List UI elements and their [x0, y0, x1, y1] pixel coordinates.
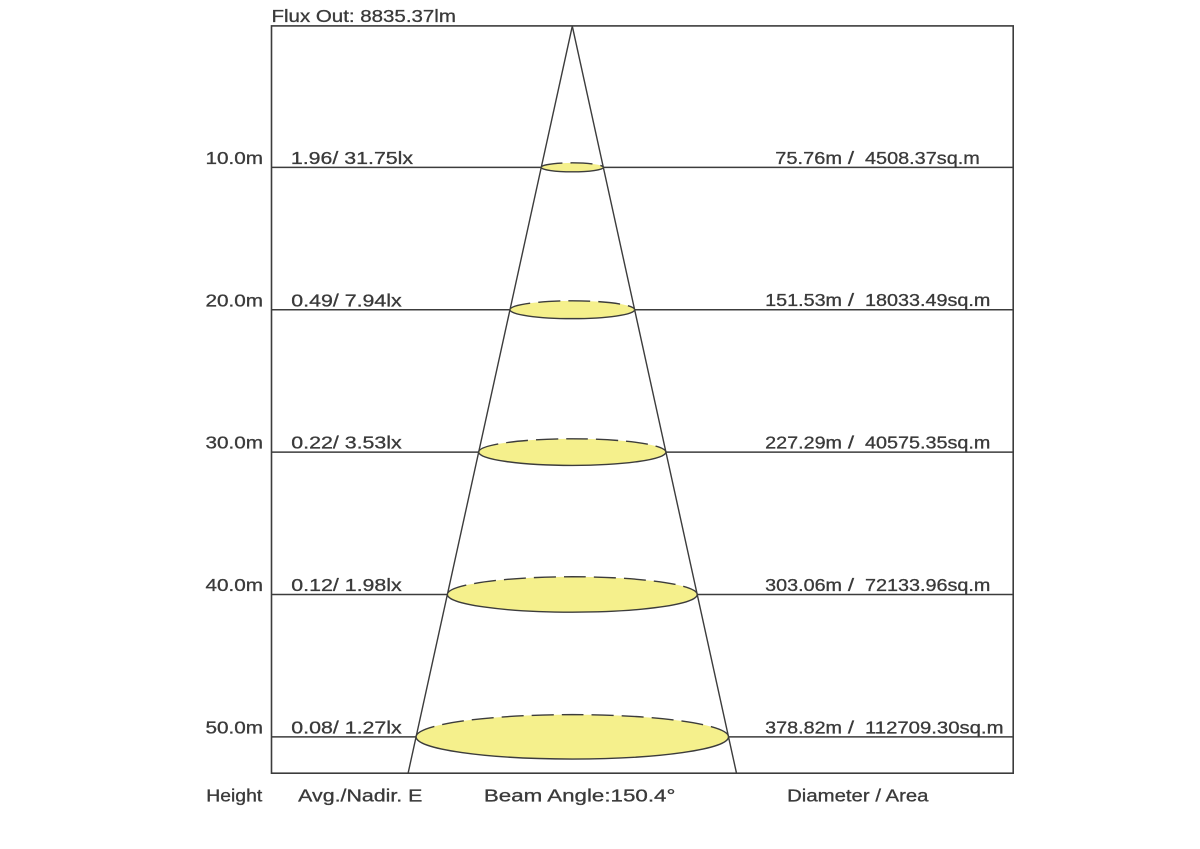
svg-text:378.82m: 378.82m: [765, 717, 842, 737]
svg-text:303.06m: 303.06m: [765, 575, 842, 595]
svg-text:50.0m: 50.0m: [206, 717, 264, 737]
svg-text:Height: Height: [206, 786, 262, 806]
svg-text:4508.37sq.m: 4508.37sq.m: [865, 148, 980, 168]
svg-text:1.96/ 31.75lx: 1.96/ 31.75lx: [291, 148, 414, 168]
svg-text:/: /: [848, 717, 854, 737]
svg-text:0.49/ 7.94lx: 0.49/ 7.94lx: [291, 290, 402, 310]
svg-text:Flux Out: 8835.37lm: Flux Out: 8835.37lm: [272, 6, 456, 26]
svg-text:30.0m: 30.0m: [206, 433, 264, 453]
svg-text:/: /: [848, 148, 854, 168]
svg-text:0.22/ 3.53lx: 0.22/ 3.53lx: [291, 433, 402, 453]
svg-text:112709.30sq.m: 112709.30sq.m: [865, 717, 1004, 737]
svg-text:/: /: [848, 290, 854, 310]
svg-text:227.29m: 227.29m: [765, 433, 842, 453]
svg-text:Diameter / Area: Diameter / Area: [787, 786, 929, 806]
svg-text:0.12/ 1.98lx: 0.12/ 1.98lx: [291, 575, 402, 595]
svg-text:40575.35sq.m: 40575.35sq.m: [865, 433, 990, 453]
svg-text:72133.96sq.m: 72133.96sq.m: [865, 575, 990, 595]
svg-text:/: /: [848, 433, 854, 453]
svg-text:18033.49sq.m: 18033.49sq.m: [865, 290, 990, 310]
svg-text:75.76m: 75.76m: [775, 148, 842, 168]
svg-text:/: /: [848, 575, 854, 595]
svg-text:20.0m: 20.0m: [206, 290, 264, 310]
svg-text:Avg./Nadir. E: Avg./Nadir. E: [298, 786, 422, 806]
svg-text:151.53m: 151.53m: [765, 290, 842, 310]
svg-text:40.0m: 40.0m: [206, 575, 264, 595]
svg-text:10.0m: 10.0m: [206, 148, 264, 168]
svg-text:0.08/ 1.27lx: 0.08/ 1.27lx: [291, 717, 402, 737]
svg-text:Beam Angle:150.4°: Beam Angle:150.4°: [484, 786, 676, 806]
